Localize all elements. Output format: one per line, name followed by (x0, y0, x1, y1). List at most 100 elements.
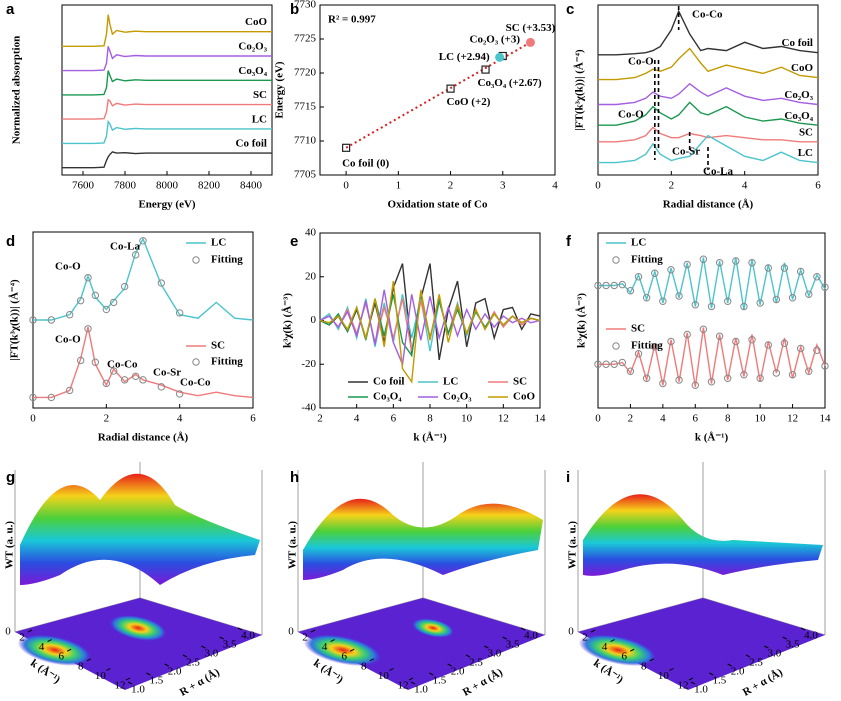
x-tick-label: 0 (595, 413, 601, 425)
series-label: CoO (791, 62, 813, 74)
fit-marker (691, 381, 699, 389)
fit-marker (65, 386, 74, 395)
z-axis-label: WT (a. u.) (567, 521, 579, 569)
x-tick (590, 629, 596, 633)
fit-marker (748, 259, 756, 267)
fit-marker (120, 376, 129, 384)
x-tick-label: 6 (58, 651, 64, 663)
y-tick-label: 2.5 (186, 657, 200, 669)
fit-marker (594, 360, 602, 368)
fit-marker (675, 292, 683, 300)
fit-marker (756, 374, 764, 382)
fit-marker (748, 336, 756, 344)
series-label: SC (253, 89, 267, 101)
x-tick-label: 7600 (72, 180, 95, 192)
series-line (62, 14, 272, 47)
fit-marker (740, 371, 748, 379)
fit-marker (131, 372, 140, 381)
fit-marker (642, 374, 651, 382)
panel-letter: f (566, 233, 572, 250)
series-line (62, 98, 272, 120)
floor (578, 598, 825, 690)
y-tick-label: 1.0 (131, 684, 145, 696)
y-axis-label: k³χ(k) (Å⁻³) (576, 293, 588, 348)
x-tick (629, 648, 635, 652)
legend-marker (612, 342, 620, 350)
fit-marker (780, 264, 789, 272)
fit-marker (740, 302, 748, 311)
fit-marker (699, 325, 708, 333)
y-tick-label: 7715 (294, 101, 317, 113)
series-label: Co₂O₃ (784, 89, 813, 101)
y-tick (727, 663, 732, 667)
fit-marker (821, 283, 829, 291)
y-tick (782, 636, 787, 640)
x-tick-label: 8 (725, 413, 731, 425)
point-label: CoO (+2) (447, 96, 491, 108)
y-tick-label: 3.5 (506, 639, 520, 651)
fit-marker (29, 393, 37, 402)
x-axis-label: Oxidation state of Co (388, 199, 488, 211)
x-tick (408, 677, 414, 681)
series-label: LC (798, 147, 813, 159)
x-tick-label: 4 (660, 413, 666, 425)
legend-marker (192, 256, 200, 264)
fit-marker (732, 257, 740, 265)
point-label: Co₂O₃ (+3) (470, 34, 521, 46)
x-tick (669, 667, 674, 671)
point-label: SC (+3.53) (506, 22, 556, 34)
series-line (598, 82, 819, 106)
fit-marker (796, 344, 805, 353)
fit-marker (634, 350, 643, 358)
x-tick (389, 667, 394, 671)
x-axis-label: Radial distance (Å) (98, 432, 189, 444)
series-line (319, 289, 541, 367)
legend-label: LC (211, 237, 226, 249)
y-tick (484, 645, 489, 649)
x-tick (649, 658, 655, 662)
x-tick-label: 2 (19, 632, 25, 644)
x-tick-label: 0 (343, 180, 349, 192)
fit-marker (813, 346, 821, 354)
x-tick-label: 10 (378, 670, 390, 682)
fit-marker (610, 281, 618, 290)
legend-label: CoO (513, 391, 535, 403)
fit-marker (109, 367, 118, 375)
fit-marker (102, 305, 111, 314)
fit-marker (84, 325, 92, 333)
point-label: LC (+2.94) (439, 51, 490, 63)
x-tick-label: 6 (815, 180, 821, 192)
fit-marker (642, 294, 651, 302)
y-tick (127, 681, 133, 685)
fit-marker (659, 379, 667, 388)
legend-label: Co foil (373, 376, 404, 388)
wavelet-surface (583, 494, 823, 576)
series-line (62, 46, 272, 72)
fit-marker (724, 374, 732, 382)
y-tick-label: -20 (301, 358, 316, 370)
x-tick-label: 14 (535, 413, 547, 425)
fit-marker (76, 296, 85, 305)
fit-marker (788, 294, 797, 302)
fit-marker (691, 301, 699, 309)
y-tick-label: 4.0 (524, 630, 538, 642)
y-tick (690, 681, 696, 685)
y-tick-label: 2.5 (469, 657, 483, 669)
x-tick-label: 8 (78, 660, 84, 672)
y-tick (182, 654, 188, 658)
legend-label: SC (513, 376, 527, 388)
fit-marker (715, 259, 724, 267)
x-tick-label: 2 (104, 413, 110, 425)
x-tick (688, 677, 694, 681)
annotation: Co-Co (180, 377, 211, 389)
point (446, 84, 455, 93)
fit-marker (91, 291, 100, 300)
panel-letter: b (290, 1, 299, 18)
floor (15, 598, 262, 690)
series-line (598, 47, 819, 81)
x-tick-label: 4 (354, 413, 360, 425)
fit-marker (29, 316, 37, 324)
fit-marker (131, 251, 140, 259)
x-tick-label: 8200 (198, 180, 221, 192)
